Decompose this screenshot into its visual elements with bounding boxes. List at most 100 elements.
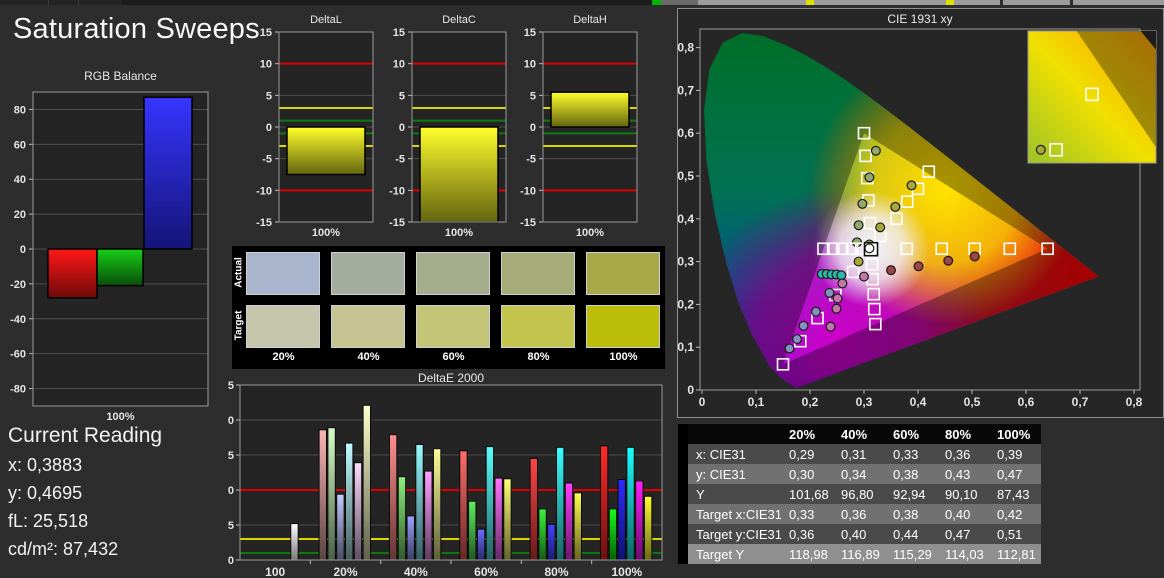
y-tick-label: -15 xyxy=(389,217,405,229)
measured-marker xyxy=(859,271,870,282)
target-marker xyxy=(817,242,830,256)
DeltaH 100%-bar xyxy=(550,91,630,128)
table-value: 0,33 xyxy=(885,444,937,464)
top-strip-yellow-marker xyxy=(946,0,954,5)
x-tick-label: 0,1 xyxy=(748,395,765,409)
y-tick-label: -10 xyxy=(520,185,536,197)
top-strip-divider xyxy=(48,0,49,5)
cie-1931-diagram: CIE 1931 xy 0 0,1 0,2 0,3 0,4 0,5 0,6 0,7 0,8 0 0,1… xyxy=(678,12,1157,409)
y-tick-label: 0 xyxy=(20,244,26,256)
delta-e-bar xyxy=(485,446,495,561)
y-tick-label: 0 xyxy=(399,122,405,134)
measured-marker xyxy=(798,320,809,331)
reading-label: y: xyxy=(8,483,23,503)
table-value: 116,89 xyxy=(833,544,885,564)
measured-marker xyxy=(836,270,847,281)
current-reading-fl: fL: 25,518 xyxy=(8,511,162,532)
y-tick-label: 60 xyxy=(14,139,26,151)
actual-swatch-20% xyxy=(246,252,320,295)
top-strip-yellow-marker xyxy=(806,0,814,5)
delta-e-bar xyxy=(318,429,327,561)
target-marker xyxy=(1085,87,1099,102)
target-marker xyxy=(935,242,949,256)
target-swatch-60% xyxy=(416,305,490,348)
reading-value: 87,432 xyxy=(63,539,119,559)
measured-marker xyxy=(832,293,843,304)
green-bar xyxy=(96,248,144,287)
reading-value: 25,518 xyxy=(33,511,89,531)
target-marker xyxy=(867,302,881,316)
window-top-strip xyxy=(0,0,1164,5)
table-value: 0,36 xyxy=(781,524,833,544)
measured-marker xyxy=(864,243,875,254)
table-left-strip xyxy=(678,504,688,524)
delta-e-bar xyxy=(468,500,477,561)
x-axis-label: 100% xyxy=(106,411,134,423)
measured-marker xyxy=(831,303,842,314)
target-marker xyxy=(1049,143,1063,157)
x-tick-label: 100 xyxy=(265,565,285,578)
delta-e-bar xyxy=(599,445,609,561)
delta_l-svg: DeltaL -15 -10 -5 0 5 10 15 100% xyxy=(256,14,374,239)
y-tick-label: 5 xyxy=(228,520,234,532)
y-tick-label: -5 xyxy=(262,154,272,166)
chart-title: DeltaL xyxy=(310,14,342,26)
x-tick-label: 0,7 xyxy=(1072,395,1089,409)
y-tick-label: -10 xyxy=(256,185,272,197)
measured-marker xyxy=(890,201,901,212)
top-strip-segment xyxy=(698,0,1164,5)
table-value: 0,38 xyxy=(885,504,937,524)
delta-e-bar xyxy=(362,404,372,561)
table-value: 0,36 xyxy=(833,504,885,524)
delta-e-bar xyxy=(556,446,565,561)
target-swatch-80% xyxy=(501,305,575,348)
delta-c-chart: DeltaC -15 -10 -5 0 5 10 15 100% xyxy=(386,8,516,246)
measured-marker xyxy=(913,261,924,272)
delta-e-bar xyxy=(415,444,424,561)
y-tick-label: 15 xyxy=(260,27,272,39)
y-tick-label: -5 xyxy=(395,154,405,166)
measured-marker xyxy=(837,278,848,289)
target-swatch-20% xyxy=(246,305,320,348)
y-tick-label: 40 xyxy=(14,174,26,186)
target-swatch-100% xyxy=(586,305,660,348)
top-strip-segment xyxy=(0,0,122,5)
delta-e-bar xyxy=(353,462,363,561)
actual-swatch-60% xyxy=(416,252,490,295)
table-col-header: 20% xyxy=(781,424,833,444)
swatch-col-label: 100% xyxy=(609,351,638,363)
x-tick-label: 80% xyxy=(544,565,568,578)
table-value: 114,03 xyxy=(937,544,989,564)
swatch-col-label: 60% xyxy=(442,351,465,363)
table-row-label: Target x:CIE31 xyxy=(688,504,781,524)
y-tick-label: -10 xyxy=(389,185,405,197)
top-strip-segment xyxy=(661,0,698,5)
y-tick-label: 0,6 xyxy=(678,126,694,140)
actual-swatch-40% xyxy=(331,252,405,295)
delta-e-bar xyxy=(529,458,539,561)
target-marker xyxy=(1041,242,1054,256)
blue-bar xyxy=(143,96,193,250)
measured-marker xyxy=(857,198,868,209)
y-tick-label: 10 xyxy=(228,485,234,497)
current-reading-x: x: 0,3883 xyxy=(8,455,162,476)
table-value: 115,29 xyxy=(885,544,937,564)
x-tick-label: 100% xyxy=(611,565,642,578)
page-title: Saturation Sweeps xyxy=(13,13,260,45)
table-left-strip xyxy=(678,544,688,564)
swatch-col-label: 40% xyxy=(357,351,380,363)
target-marker xyxy=(826,242,840,256)
delta-e-2000-chart: DeltaE 2000 0 5 10 15 20 25 100 20% 40% 60% 80% 100% xyxy=(228,372,670,578)
y-tick-label: 0,5 xyxy=(678,169,694,183)
measured-marker xyxy=(886,265,897,276)
table-row-label: y: CIE31 xyxy=(688,464,781,484)
table-left-strip xyxy=(678,444,688,464)
measurement-table: 20% 40% 60% 80% 100% x: CIE31 0,29 0,31 0,33 0,36… xyxy=(678,424,1041,564)
x-tick-label: 0,4 xyxy=(910,395,927,409)
measured-marker xyxy=(824,287,835,298)
y-tick-label: 0,8 xyxy=(678,41,694,55)
table-corner xyxy=(688,424,781,444)
target-swatch-40% xyxy=(331,305,405,348)
measured-marker xyxy=(853,220,864,231)
x-tick-label: 0,2 xyxy=(802,395,819,409)
